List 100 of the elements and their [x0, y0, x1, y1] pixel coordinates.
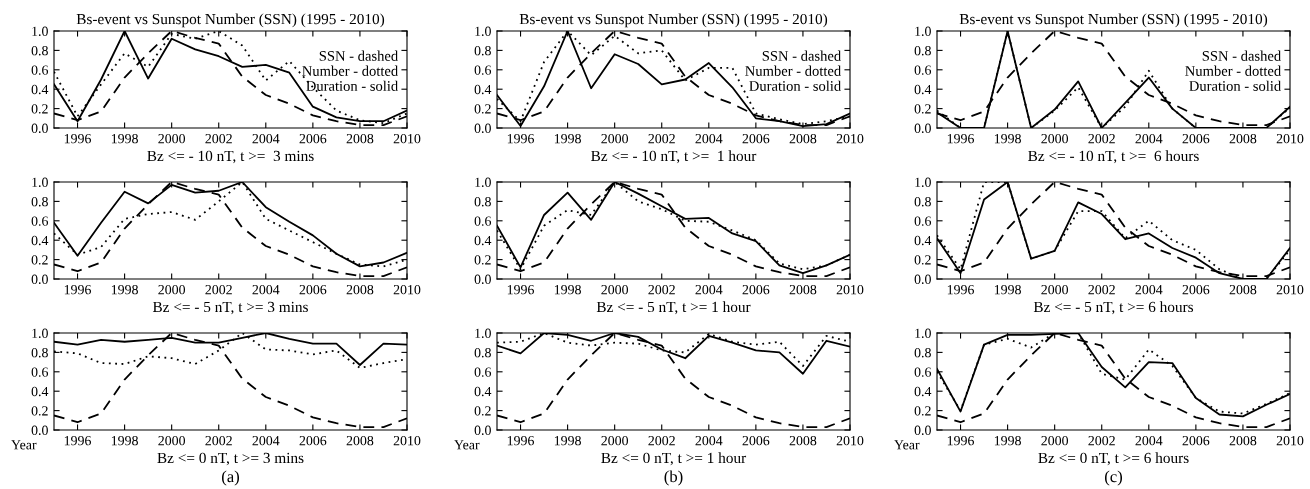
y-tick-label: 0.4: [31, 84, 49, 95]
x-tick-label: 1998: [994, 435, 1021, 446]
y-tick-label: 0.0: [474, 425, 491, 436]
x-tick-label: 2000: [1041, 435, 1069, 446]
y-tick-label: 0.4: [474, 235, 492, 246]
y-tick-label: 0.8: [31, 196, 48, 207]
text: (a): [221, 470, 240, 486]
x-tick-label: 2004: [695, 133, 723, 144]
x-tick-label: 2010: [393, 284, 421, 295]
y-tick-label: 0.4: [31, 235, 49, 246]
x-tick-label: 1998: [994, 133, 1021, 144]
y-tick-label: 0.4: [914, 235, 932, 246]
y-tick-label: 0.0: [914, 123, 931, 134]
x-axis-title: Bz <= - 10 nT, t >= 1 hour: [591, 150, 757, 164]
y-tick-label: 0.8: [914, 347, 931, 358]
chart-title: Bs-event vs Sunspot Number (SSN) (1995 - 2010): [519, 13, 828, 28]
x-tick-label: 2006: [299, 284, 327, 295]
x-tick-label: 1998: [111, 435, 138, 446]
y-tick-label: 0.4: [914, 386, 932, 397]
x-tick-label: 2000: [601, 435, 629, 446]
x-tick-label: 2002: [648, 435, 675, 446]
x-tick-label: 1998: [554, 435, 581, 446]
x-axis-title: Bz <= - 10 nT, t >= 6 hours: [1028, 150, 1199, 164]
y-tick-label: 0.0: [914, 274, 931, 285]
x-tick-label: 2010: [393, 435, 421, 446]
x-tick-label: 1998: [111, 133, 138, 144]
x-tick-label: 2002: [205, 284, 232, 295]
x-tick-label: 2006: [1182, 284, 1210, 295]
y-tick-label: 0.6: [474, 65, 492, 75]
x-tick-label: 2002: [648, 284, 675, 295]
y-tick-label: 0.6: [31, 216, 49, 226]
x-tick-label: 1998: [111, 284, 138, 295]
y-tick-label: 0.6: [474, 216, 492, 226]
y-tick-label: 0.6: [31, 367, 49, 377]
y-tick-label: 0.0: [31, 123, 48, 134]
y-tick-label: 0.8: [474, 347, 491, 358]
x-tick-label: 2004: [252, 284, 280, 295]
y-tick-label: 0.2: [474, 255, 491, 265]
x-tick-label: 2000: [601, 284, 629, 295]
x-tick-label: 1996: [507, 134, 535, 144]
x-tick-label: 1996: [64, 285, 92, 295]
y-tick-label: 0.2: [31, 104, 48, 114]
text: (c): [1104, 470, 1123, 486]
y-tick-label: 0.0: [914, 425, 931, 436]
y-tick-label: 0.4: [474, 84, 492, 95]
x-tick-label: 1996: [947, 436, 975, 446]
text: Year: [454, 440, 480, 450]
y-tick-label: 0.8: [31, 45, 48, 56]
x-tick-label: 2006: [299, 133, 327, 144]
x-tick-label: 2000: [1041, 133, 1069, 144]
annotation: Duration - solid: [1189, 80, 1281, 91]
x-tick-label: 2006: [742, 284, 770, 295]
y-tick-label: 0.0: [474, 123, 491, 134]
x-tick-label: 2004: [695, 435, 723, 446]
x-axis-title: Bz <= 0 nT, t >= 3 mins: [157, 452, 304, 466]
x-tick-label: 2000: [601, 133, 629, 144]
x-tick-label: 2006: [742, 133, 770, 144]
x-axis-title: Bz <= 0 nT, t >= 1 hour: [601, 452, 747, 466]
y-tick-label: 0.8: [31, 347, 48, 358]
annotation: Number - dotted: [745, 65, 841, 76]
y-tick-label: 0.2: [914, 255, 931, 265]
y-tick-label: 1.0: [915, 26, 931, 37]
y-tick-label: 0.0: [474, 274, 491, 285]
annotation: SSN - dashed: [762, 50, 841, 61]
x-tick-label: 2010: [836, 133, 864, 144]
y-tick-label: 0.0: [31, 425, 48, 436]
x-tick-label: 2002: [1088, 284, 1115, 295]
x-tick-label: 2010: [393, 133, 421, 144]
x-tick-label: 2006: [299, 435, 327, 446]
x-tick-label: 2008: [1229, 133, 1257, 144]
y-tick-label: 1.0: [915, 328, 931, 339]
x-tick-label: 2000: [1041, 284, 1069, 295]
text: Year: [11, 440, 37, 450]
x-tick-label: 2006: [1182, 435, 1210, 446]
y-tick-label: 0.0: [31, 274, 48, 285]
x-tick-label: 2004: [1135, 435, 1163, 446]
x-tick-label: 1998: [554, 133, 581, 144]
x-tick-label: 2008: [346, 133, 374, 144]
y-tick-label: 0.8: [914, 45, 931, 56]
y-tick-label: 0.8: [474, 45, 491, 56]
y-tick-label: 1.0: [32, 26, 48, 37]
x-tick-label: 1996: [64, 436, 92, 446]
x-tick-label: 2008: [346, 284, 374, 295]
x-tick-label: 2006: [742, 435, 770, 446]
y-tick-label: 0.4: [474, 386, 492, 397]
x-tick-label: 1996: [507, 436, 535, 446]
y-tick-label: 1.0: [475, 26, 491, 37]
x-tick-label: 2002: [1088, 133, 1115, 144]
y-tick-label: 1.0: [475, 328, 491, 339]
annotation: Duration - solid: [306, 80, 398, 91]
x-tick-label: 2010: [836, 284, 864, 295]
x-tick-label: 2000: [158, 284, 186, 295]
y-tick-label: 0.6: [474, 367, 492, 377]
y-tick-label: 0.2: [31, 255, 48, 265]
x-axis-title: Bz <= - 10 nT, t >= 3 mins: [147, 150, 314, 164]
x-tick-label: 2004: [252, 133, 280, 144]
y-tick-label: 0.2: [474, 406, 491, 416]
x-tick-label: 2008: [1229, 284, 1257, 295]
x-tick-label: 2008: [346, 435, 374, 446]
x-axis-title: Bz <= - 5 nT, t >= 1 hour: [596, 301, 751, 315]
